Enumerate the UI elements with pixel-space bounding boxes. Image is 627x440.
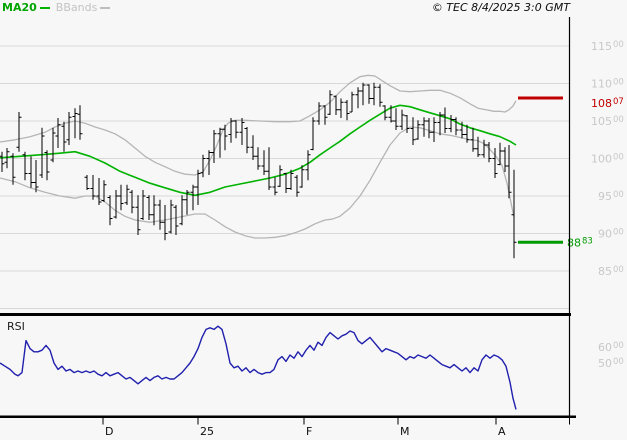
rsi-axis-tick-label-sup: 00	[613, 341, 624, 351]
support-level-label-sup: 83	[582, 236, 593, 246]
legend-item-ma20: MA20	[2, 1, 50, 14]
price-axis-tick-label: 105	[591, 115, 612, 128]
rsi-axis-tick-label: 50	[598, 357, 612, 370]
bollinger-upper-band	[0, 74, 517, 176]
month-label: 25	[200, 425, 214, 438]
month-label: A	[498, 425, 506, 438]
month-label: F	[306, 425, 312, 438]
legend-ma20-label: MA20	[2, 1, 37, 14]
copyright-text: © TEC 8/4/2025 3:0 GMT	[431, 1, 570, 14]
bottom-axis-line	[0, 415, 576, 418]
price-axis-tick-label: 95	[598, 190, 612, 203]
price-axis-tick-label-sup: 00	[613, 153, 624, 163]
price-axis-tick-label: 85	[598, 265, 612, 278]
legend: MA20 BBands	[2, 1, 111, 14]
price-axis-tick-label: 90	[598, 228, 612, 241]
price-axis-tick-label-sup: 00	[613, 265, 624, 275]
rsi-panel-label: RSI	[7, 320, 25, 333]
legend-bbands-label: BBands	[55, 1, 98, 14]
panel-separator	[0, 313, 571, 316]
month-label: D	[105, 425, 113, 438]
price-axis-tick-label-sup: 00	[613, 228, 624, 238]
bbands-line-swatch	[100, 6, 111, 9]
rsi-line	[0, 325, 517, 410]
price-axis-tick-label: 100	[591, 153, 612, 166]
rsi-axis-tick-label-sup: 00	[613, 357, 624, 367]
rsi-axis-tick-label: 60	[598, 341, 612, 354]
resistance-level-label: 108	[591, 97, 612, 110]
legend-item-bbands: BBands	[56, 1, 111, 14]
price-axis-tick-label-sup: 00	[613, 78, 624, 88]
price-axis-tick-label-sup: 00	[613, 190, 624, 200]
month-label: M	[400, 425, 410, 438]
price-axis-tick-label-sup: 00	[613, 115, 624, 125]
ma20-line-swatch	[39, 6, 50, 9]
support-level-label: 88	[567, 236, 581, 249]
bollinger-lower-band	[0, 126, 515, 239]
price-axis-tick-label: 110	[591, 78, 612, 91]
price-axis-tick-label: 115	[591, 40, 612, 53]
resistance-level-label-sup: 07	[613, 97, 624, 107]
price-axis-tick-label-sup: 00	[613, 40, 624, 50]
